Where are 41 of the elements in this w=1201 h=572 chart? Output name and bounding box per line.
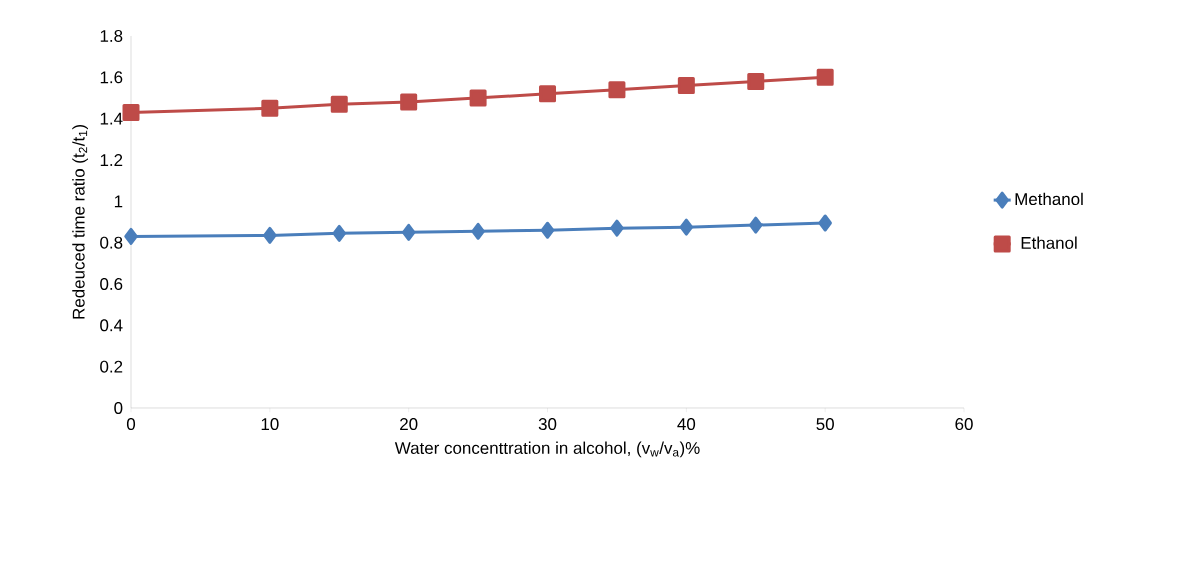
y-tick-label: 1.4 <box>100 112 123 125</box>
point <box>679 218 694 236</box>
y-tick-label: 0.4 <box>100 319 123 332</box>
y-tick-label: 0.2 <box>100 360 123 373</box>
y-tick-label: 0.8 <box>100 236 123 249</box>
point <box>608 81 626 99</box>
point <box>818 214 832 232</box>
x-tick-label: 0 <box>126 418 136 431</box>
x-tick-label: 50 <box>816 418 834 431</box>
point <box>261 99 279 117</box>
point <box>469 89 487 107</box>
point <box>610 219 624 237</box>
point <box>263 226 277 244</box>
legend-label: Ethanol <box>1021 236 1077 249</box>
point <box>816 68 834 86</box>
x-tick-label: 30 <box>538 418 557 431</box>
x-tick-label: 20 <box>400 418 418 431</box>
point <box>749 216 763 234</box>
y-tick-label: 1 <box>114 195 123 208</box>
y-tick-label: 1.6 <box>100 71 123 84</box>
point <box>747 72 765 90</box>
point <box>400 93 418 111</box>
point <box>124 227 138 245</box>
point <box>332 224 347 242</box>
point <box>401 223 416 241</box>
point <box>539 85 557 103</box>
point <box>540 221 555 239</box>
x-tick-label: 60 <box>955 418 973 431</box>
y-axis-title: Redeuced time ratio (t$_{2}$/t$_{1}$) <box>72 125 88 319</box>
point <box>330 95 348 113</box>
y-tick-label: 1.8 <box>100 29 123 42</box>
point <box>122 103 140 121</box>
y-tick-label: 0 <box>114 401 123 414</box>
x-axis-title: Water concenttration in alcohol, (v$_{w}$/v$_{a}$)% <box>394 441 700 458</box>
y-tick-label: 1.2 <box>100 154 123 166</box>
legend-label: Methanol <box>1015 192 1083 206</box>
point <box>677 77 695 95</box>
point <box>471 222 485 240</box>
y-tick-label: 0.6 <box>100 277 123 290</box>
x-tick-label: 40 <box>677 418 696 431</box>
x-tick-label: 10 <box>261 418 279 431</box>
